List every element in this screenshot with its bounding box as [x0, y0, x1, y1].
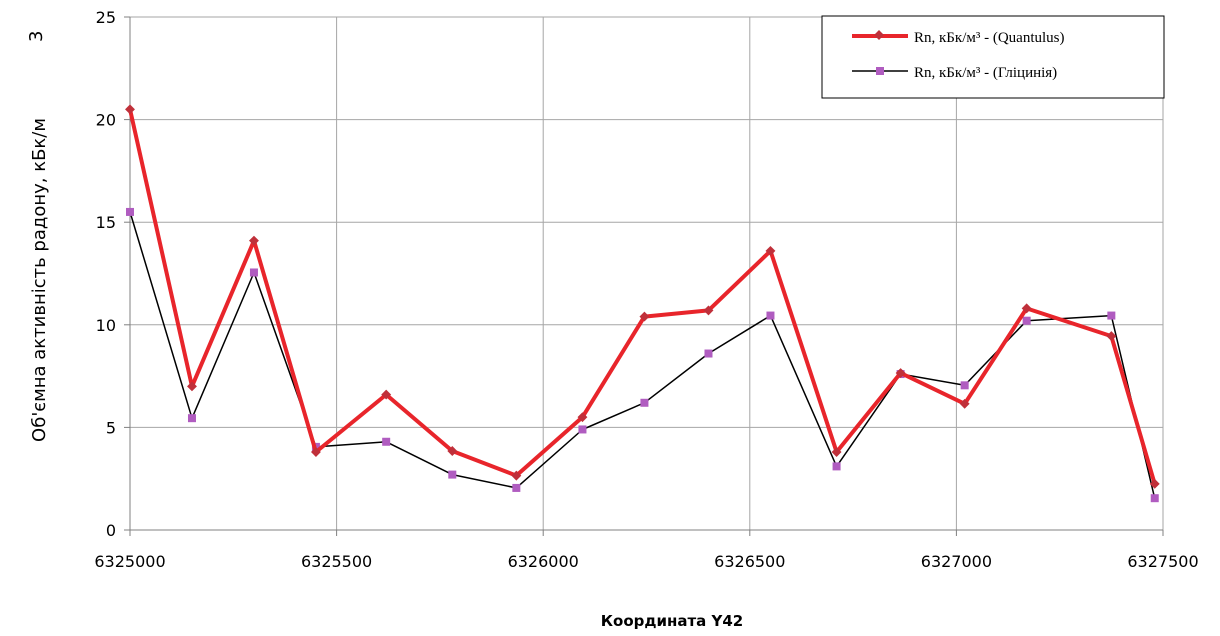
y-tick-label: 20	[96, 111, 116, 130]
data-point-marker	[959, 398, 970, 409]
data-point-marker	[639, 311, 650, 322]
legend-marker-glitsyniia	[876, 67, 884, 75]
x-tick-label: 6327000	[921, 552, 992, 571]
y-axis-title-superscript: 3	[26, 31, 47, 42]
data-point-marker	[640, 398, 649, 407]
axes	[124, 16, 1164, 536]
data-point-marker	[447, 446, 458, 456]
x-axis-title: Координата Y42	[601, 612, 744, 630]
x-tick-label: 6325500	[301, 552, 372, 571]
data-point-marker	[448, 470, 457, 479]
data-point-marker	[765, 245, 776, 256]
data-point-marker	[126, 207, 134, 216]
data-point-marker	[895, 368, 906, 378]
data-point-marker	[960, 381, 969, 390]
data-point-marker	[511, 470, 522, 481]
legend-label-glitsyniia: Rn, кБк/м³ - (Гліцинія)	[914, 65, 1057, 81]
data-point-marker	[1022, 316, 1031, 325]
data-point-marker	[1106, 331, 1117, 342]
legend-label-quantulus: Rn, кБк/м³ - (Quantulus)	[914, 30, 1065, 46]
y-axis-title-group: Об'ємна активність радону, кБк/м	[29, 118, 50, 442]
x-tick-label: 6326000	[508, 552, 579, 571]
gridlines	[129, 16, 1164, 531]
y-tick-label: 0	[106, 521, 116, 540]
legend: Rn, кБк/м³ - (Quantulus) Rn, кБк/м³ - (Г…	[821, 15, 1165, 99]
series-quantulus	[125, 104, 1160, 489]
y-axis-title: Об'ємна активність радону, кБк/м	[29, 118, 50, 442]
data-point-marker	[382, 437, 391, 446]
data-point-marker	[512, 483, 521, 492]
series-glitsyniia	[126, 207, 1159, 503]
data-point-marker	[831, 447, 842, 457]
data-point-marker	[704, 349, 713, 358]
data-point-marker	[832, 462, 841, 471]
data-point-marker	[578, 425, 587, 434]
x-tick-label: 6325000	[94, 552, 165, 571]
data-point-marker	[1150, 494, 1159, 503]
data-point-marker	[125, 104, 135, 115]
data-point-marker	[577, 412, 588, 423]
y-tick-label: 5	[106, 418, 116, 437]
data-point-marker	[1149, 478, 1160, 489]
data-point-marker	[703, 305, 714, 316]
data-point-marker	[249, 235, 259, 246]
data-point-marker	[381, 389, 392, 400]
y-tick-label: 15	[96, 213, 116, 232]
series-line	[129, 211, 1156, 499]
data-point-marker	[766, 311, 775, 320]
data-point-marker	[249, 268, 258, 277]
x-tick-label: 6327500	[1127, 552, 1198, 571]
series-layer	[125, 104, 1160, 503]
legend-box	[821, 15, 1165, 99]
data-point-marker	[1107, 311, 1116, 320]
tick-labels: 0 5 10 15 20 25 6325000 6325500 6326000 6326500 63…	[94, 8, 1198, 571]
y-tick-label: 25	[96, 8, 116, 27]
data-point-marker	[310, 447, 321, 457]
y-tick-label: 10	[96, 316, 116, 335]
legend-marker-quantulus	[874, 30, 884, 40]
x-tick-label: 6326500	[714, 552, 785, 571]
data-point-marker	[187, 414, 196, 423]
data-point-marker	[187, 381, 197, 392]
